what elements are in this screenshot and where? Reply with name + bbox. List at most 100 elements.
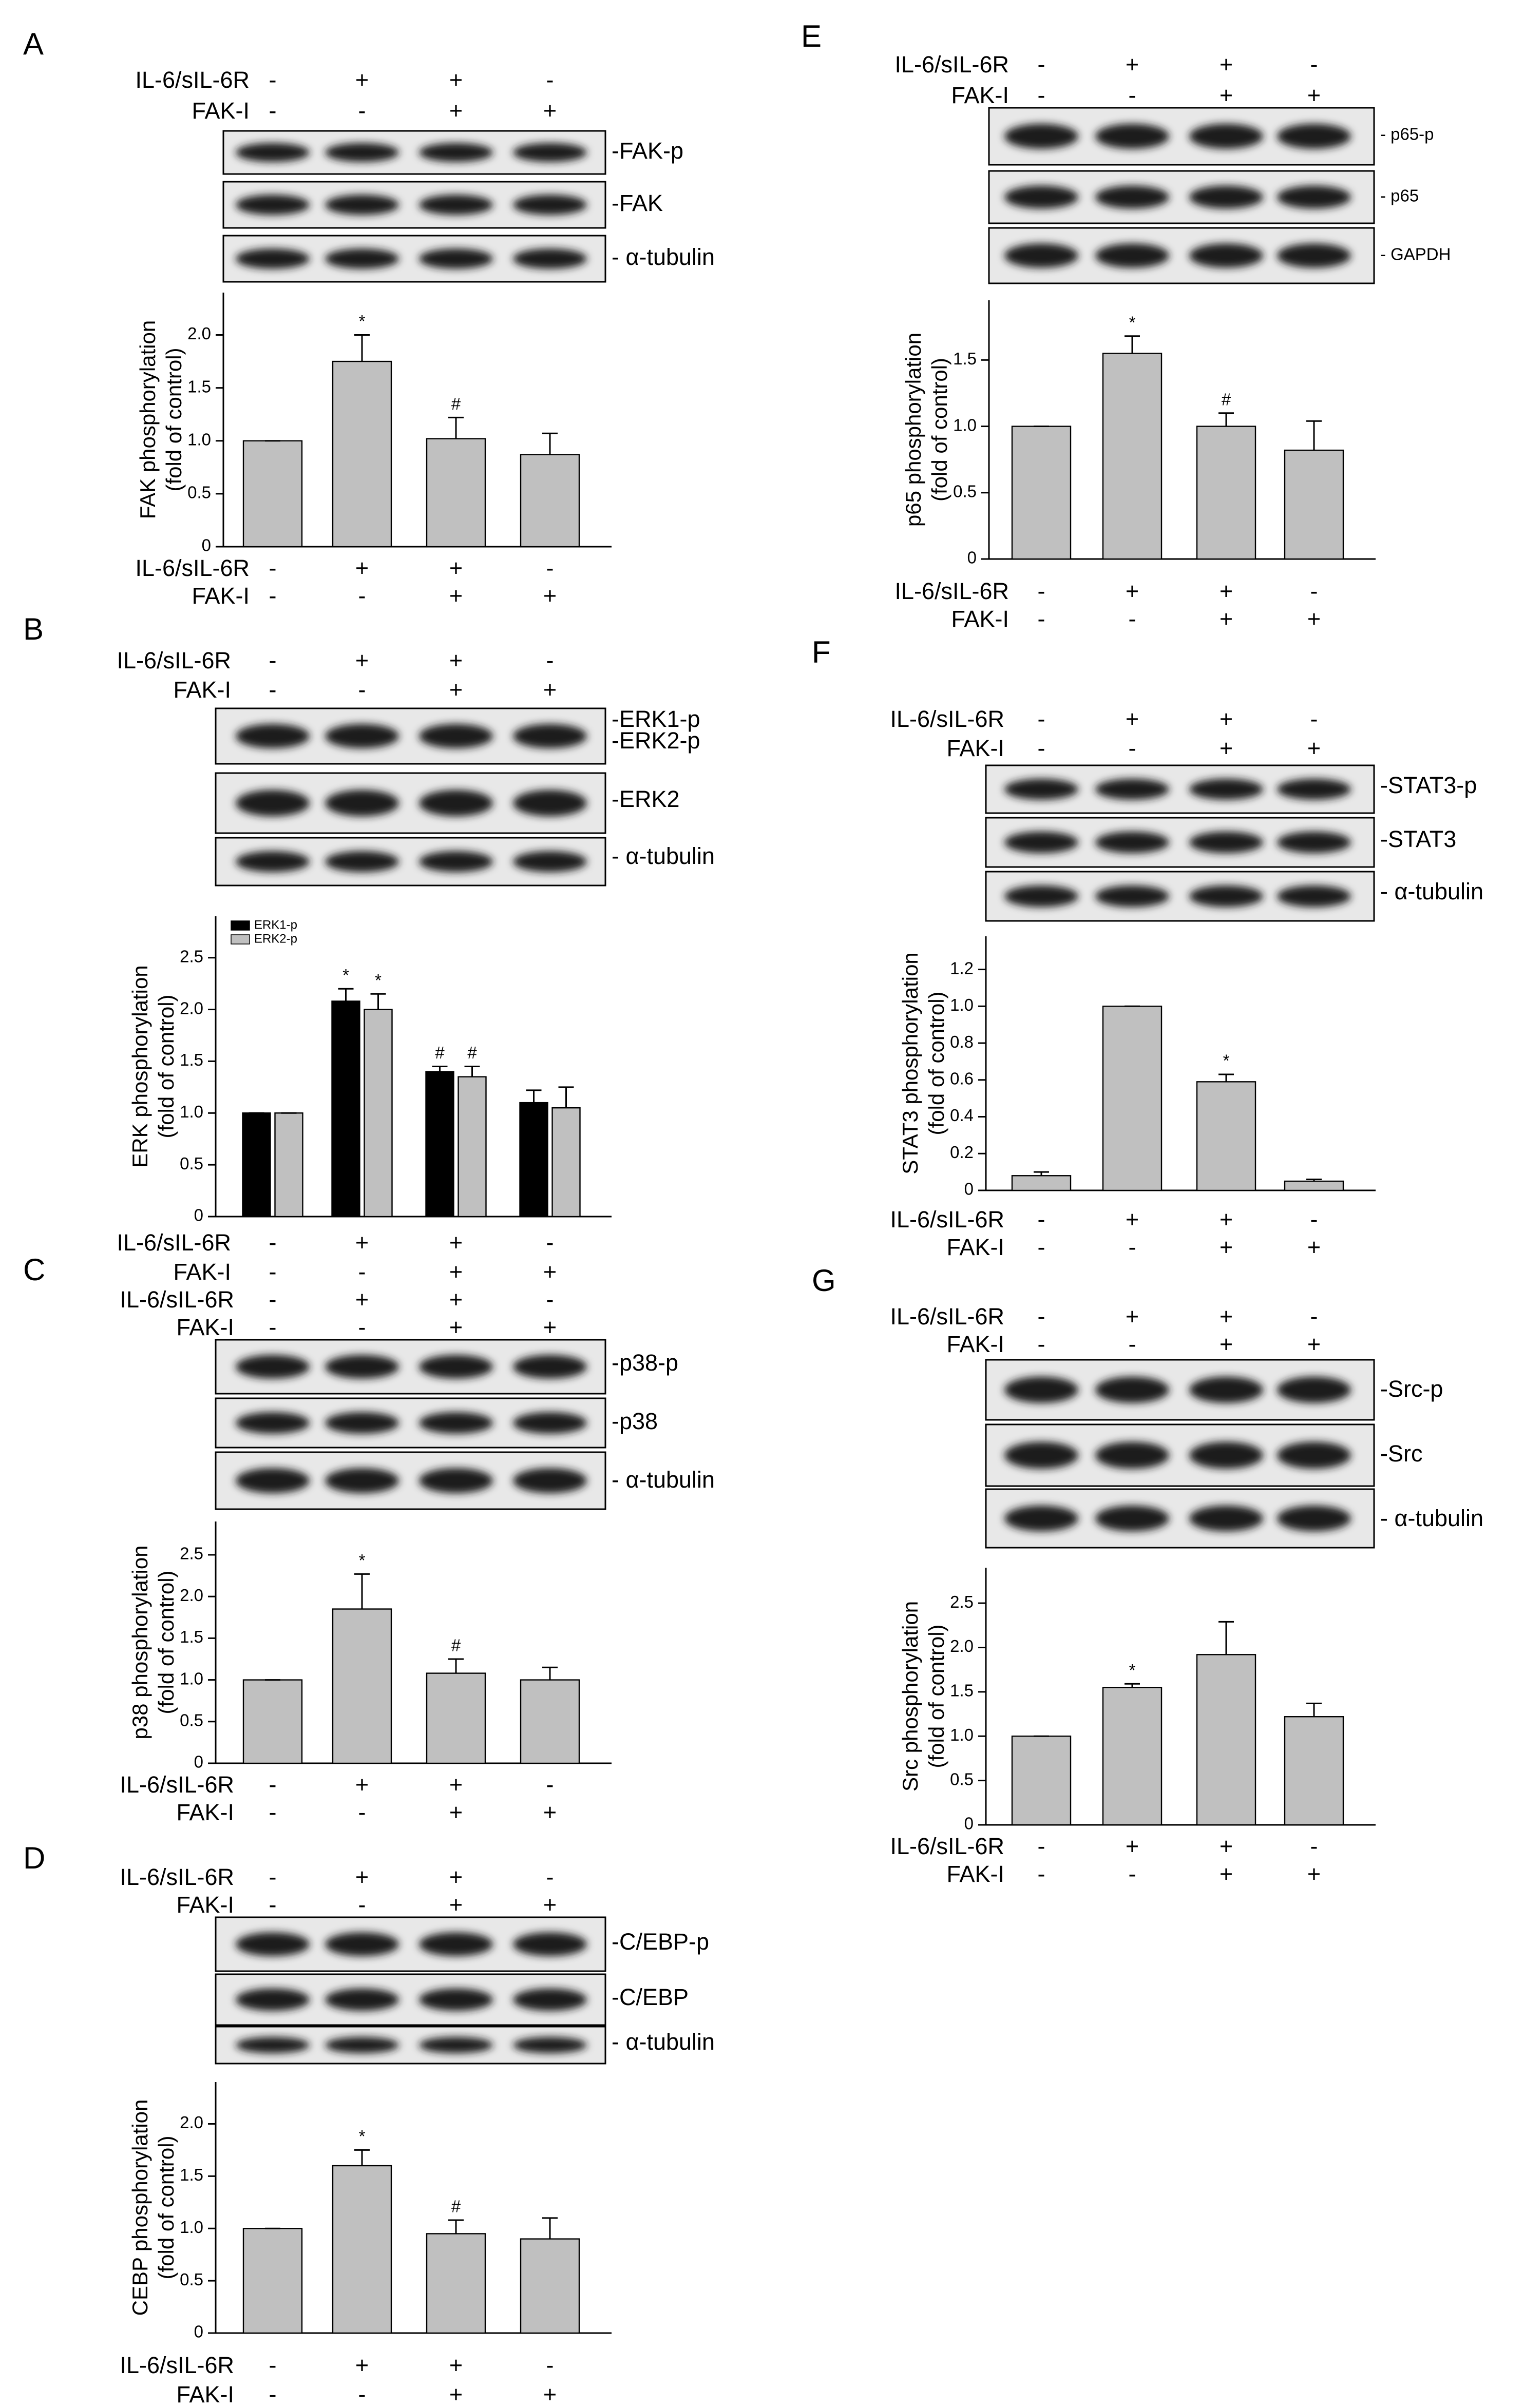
blot-label: -C/EBP	[612, 1984, 689, 2010]
condition-name: FAK-I	[947, 1861, 1004, 1887]
condition-sign: +	[449, 67, 463, 93]
y-tick-label: 0	[194, 1206, 203, 1225]
bar	[426, 2233, 486, 2334]
y-tick-label: 0.5	[187, 483, 211, 502]
condition-name: IL-6/sIL-6R	[117, 647, 231, 673]
condition-sign: -	[269, 1864, 277, 1890]
condition-sign: +	[543, 98, 557, 124]
error-bar	[1218, 1073, 1234, 1082]
condition-sign: +	[449, 1864, 463, 1890]
panel-label: D	[23, 1841, 45, 1875]
condition-sign: -	[358, 2381, 366, 2407]
condition-sign: +	[449, 1314, 463, 1340]
bar	[242, 1679, 303, 1764]
condition-sign: -	[1038, 706, 1045, 732]
condition-sign: +	[543, 1892, 557, 1918]
y-tick-label: 0	[964, 1180, 974, 1199]
blot-band	[1277, 1505, 1351, 1532]
condition-sign: +	[1126, 1833, 1139, 1859]
condition-sign: +	[449, 2352, 463, 2378]
blot-label: -C/EBP-p	[612, 1929, 709, 1955]
condition-sign: +	[543, 677, 557, 703]
y-axis-label: (fold of control)	[154, 1570, 178, 1714]
condition-name: FAK-I	[192, 98, 250, 124]
condition-sign: +	[1307, 735, 1321, 761]
y-axis-label: (fold of control)	[154, 994, 178, 1138]
condition-sign: +	[1220, 1303, 1233, 1330]
condition-sign: +	[449, 1229, 463, 1256]
blot-band	[419, 789, 493, 817]
blot-band	[513, 1355, 587, 1379]
y-axis-label: ERK phosphorylation	[128, 965, 152, 1167]
bar	[551, 1107, 581, 1218]
y-tick-label: 1.0	[180, 2218, 203, 2237]
condition-name: IL-6/sIL-6R	[890, 1206, 1004, 1232]
condition-name: IL-6/sIL-6R	[135, 67, 250, 93]
bar	[1011, 1175, 1072, 1191]
y-tick-label: 1.0	[180, 1669, 203, 1688]
bar	[426, 438, 486, 548]
condition-sign: +	[449, 583, 463, 609]
y-axis-label: STAT3 phosphorylation	[898, 952, 922, 1174]
blot-label: -ERK1-p	[612, 706, 700, 732]
blot-label: -p38-p	[612, 1350, 678, 1376]
blot-band	[236, 724, 310, 748]
condition-sign: +	[449, 1892, 463, 1918]
condition-sign: -	[269, 67, 277, 93]
condition-sign: -	[1038, 1206, 1045, 1232]
bar	[1011, 426, 1072, 560]
y-tick-label: 1.5	[180, 2165, 203, 2184]
significance-marker: *	[359, 2127, 366, 2146]
bar	[332, 1608, 392, 1764]
bar	[1284, 1716, 1344, 1826]
blot-label: - GAPDH	[1380, 245, 1451, 264]
condition-name: IL-6/sIL-6R	[890, 1833, 1004, 1859]
blot-band	[1277, 185, 1351, 209]
condition-name: FAK-I	[177, 1314, 234, 1340]
y-tick-label: 2.0	[180, 998, 203, 1017]
condition-sign: +	[1220, 51, 1233, 78]
y-tick-label: 0.5	[953, 481, 977, 500]
blot-band	[236, 851, 310, 872]
blot-label: - α-tubulin	[612, 2029, 715, 2055]
condition-sign: -	[546, 1229, 554, 1256]
blot-band	[1189, 1376, 1264, 1403]
significance-marker: #	[451, 1636, 461, 1655]
blot-label: -ERK2-p	[612, 727, 700, 754]
y-axis-label: (fold of control)	[924, 991, 948, 1135]
condition-sign: -	[269, 1799, 277, 1825]
blot-band	[325, 851, 399, 872]
condition-name: IL-6/sIL-6R	[894, 51, 1009, 78]
blot-band	[236, 1932, 310, 1956]
condition-sign: -	[1038, 82, 1045, 108]
condition-sign: -	[269, 647, 277, 673]
panel-label: F	[812, 635, 831, 669]
y-tick-label: 0.6	[950, 1069, 974, 1088]
condition-sign: +	[1220, 82, 1233, 108]
blot-band	[1189, 1441, 1264, 1469]
legend-swatch	[231, 920, 250, 931]
bar	[425, 1071, 454, 1218]
error-bar	[542, 2217, 558, 2239]
blot-band	[513, 789, 587, 817]
condition-sign: -	[1038, 578, 1045, 604]
error-bar	[1218, 1621, 1234, 1655]
y-axis-label: (fold of control)	[162, 348, 186, 491]
legend-label: ERK1-p	[254, 918, 297, 932]
blot-band	[1095, 831, 1170, 854]
chart-panel: AIL-6/sIL-6R - + + -FAK-I - - + +IL-6/sIL-6R - + + -…	[23, 27, 715, 609]
blot-band	[236, 1355, 310, 1379]
bar	[1011, 1736, 1072, 1826]
condition-sign: +	[449, 98, 463, 124]
condition-sign: +	[1126, 578, 1139, 604]
chart-panel: EIL-6/sIL-6R - + + -FAK-I - - + +IL-6/sIL-6R - + + -…	[801, 19, 1451, 632]
condition-sign: +	[449, 677, 463, 703]
condition-sign: +	[1220, 1833, 1233, 1859]
y-tick-label: 2.0	[187, 324, 211, 343]
y-tick-label: 2.0	[180, 1586, 203, 1605]
condition-sign: -	[1129, 82, 1136, 108]
blot-band	[1095, 1441, 1170, 1469]
significance-marker: *	[359, 1551, 366, 1570]
bar	[458, 1076, 487, 1218]
blot-band	[419, 195, 493, 215]
